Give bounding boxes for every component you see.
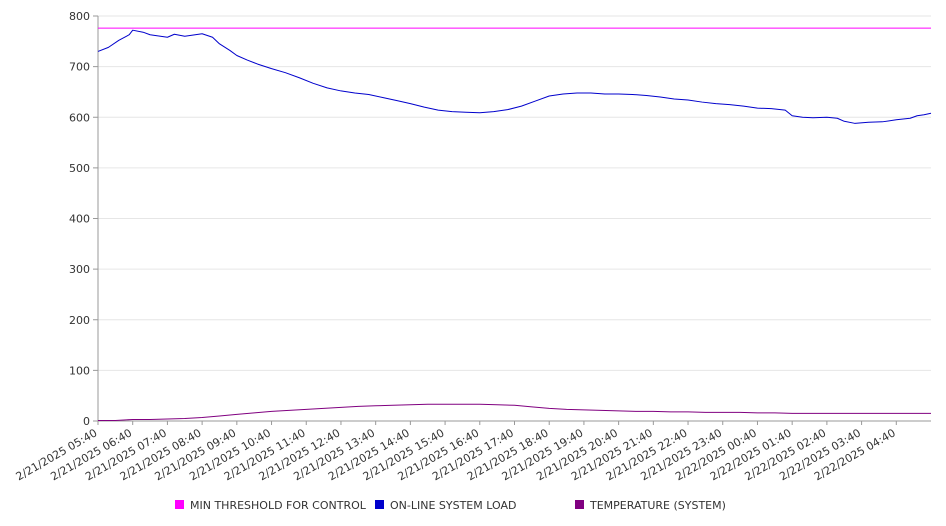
legend-swatch [375,500,384,509]
legend-label: TEMPERATURE (SYSTEM) [589,499,726,512]
series-line-on-line-system-load [97,29,932,124]
y-tick-label: 300 [69,263,90,276]
y-tick-label: 600 [69,111,90,124]
x-axis-ticks: 2/21/2025 05:402/21/2025 06:402/21/2025 … [14,421,898,483]
y-tick-label: 500 [69,162,90,175]
series-lines [97,27,932,421]
y-tick-label: 0 [83,415,90,428]
y-tick-label: 400 [69,213,90,226]
y-tick-label: 700 [69,61,90,74]
y-tick-label: 200 [69,314,90,327]
legend-swatch [175,500,184,509]
legend-label: MIN THRESHOLD FOR CONTROL [190,499,367,512]
y-tick-label: 100 [69,364,90,377]
series-line-temperature-system [98,403,931,421]
legend-label: ON-LINE SYSTEM LOAD [390,499,516,512]
legend: MIN THRESHOLD FOR CONTROL ON-LINE SYSTEM … [175,499,726,512]
y-tick-label: 800 [69,10,90,23]
grid [98,15,931,422]
y-axis-ticks: 0 100 200 300 400 500 600 700 800 [69,10,98,428]
legend-swatch [575,500,584,509]
